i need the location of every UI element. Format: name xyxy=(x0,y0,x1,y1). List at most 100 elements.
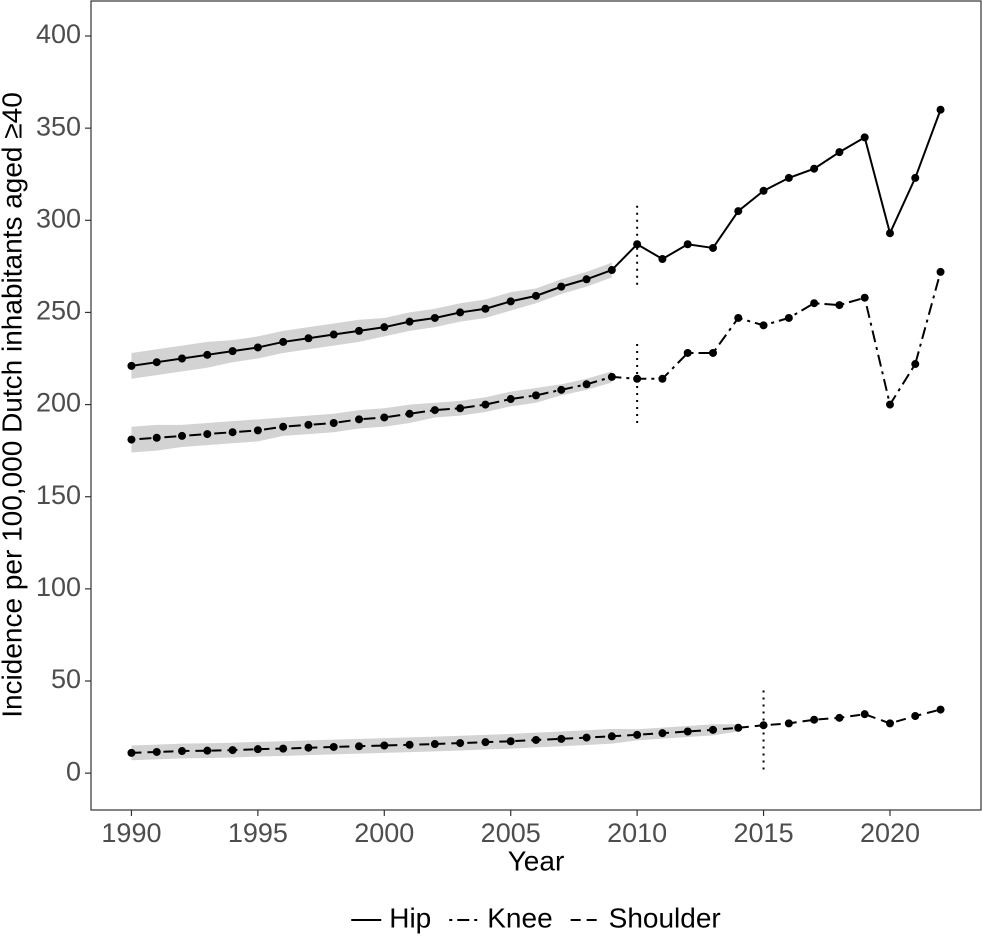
legend-item: Hip xyxy=(351,902,431,933)
data-point xyxy=(734,723,743,732)
data-point xyxy=(380,741,389,750)
data-point xyxy=(304,334,313,343)
data-point xyxy=(355,326,364,335)
data-point xyxy=(658,254,667,263)
data-point xyxy=(253,426,262,435)
data-point xyxy=(304,420,313,429)
data-point xyxy=(734,207,743,216)
y-tick-label: 300 xyxy=(36,203,81,233)
x-axis-title: Year xyxy=(508,845,565,876)
data-point xyxy=(810,715,819,724)
y-tick-label: 250 xyxy=(36,296,81,326)
data-point xyxy=(683,240,692,249)
y-tick-label: 50 xyxy=(51,664,81,694)
y-axis-title: Incidence per 100,000 Dutch inhabitants … xyxy=(0,92,27,718)
y-tick-label: 0 xyxy=(66,756,81,786)
data-point xyxy=(127,748,136,757)
x-tick-label: 2020 xyxy=(860,818,920,848)
legend-item: Knee xyxy=(449,902,553,933)
x-tick-label: 2010 xyxy=(607,818,667,848)
data-point xyxy=(936,705,945,714)
data-point xyxy=(860,293,869,302)
data-point xyxy=(456,739,465,748)
data-point xyxy=(936,267,945,276)
data-point xyxy=(152,747,161,756)
data-point xyxy=(456,404,465,413)
data-point xyxy=(152,433,161,442)
data-point xyxy=(405,317,414,326)
data-point xyxy=(911,712,920,721)
data-point xyxy=(708,243,717,252)
data-point xyxy=(658,729,667,738)
data-point xyxy=(481,304,490,313)
data-point xyxy=(532,735,540,744)
data-point xyxy=(607,732,616,741)
x-tick-label: 1990 xyxy=(101,818,161,848)
data-point xyxy=(456,308,465,317)
data-point xyxy=(633,730,642,739)
data-point xyxy=(784,173,793,182)
data-point xyxy=(708,348,717,357)
data-point xyxy=(506,395,515,404)
data-point xyxy=(279,337,288,346)
data-point xyxy=(835,148,844,157)
data-point xyxy=(329,419,338,428)
data-point xyxy=(759,721,768,730)
data-point xyxy=(355,415,364,424)
data-point xyxy=(506,297,515,306)
x-tick-label: 1995 xyxy=(228,818,288,848)
data-point xyxy=(178,431,187,440)
data-point xyxy=(885,719,894,728)
legend-label: Hip xyxy=(389,902,431,933)
data-point xyxy=(481,738,490,747)
series-line xyxy=(131,271,942,441)
data-point xyxy=(405,409,414,418)
data-point xyxy=(279,744,288,753)
data-point xyxy=(860,133,869,142)
data-point xyxy=(532,391,540,400)
confidence-band xyxy=(131,371,612,453)
data-point xyxy=(633,240,642,249)
data-point xyxy=(557,385,566,394)
data-point xyxy=(203,746,212,755)
y-tick-label: 400 xyxy=(36,19,81,49)
data-point xyxy=(759,186,768,195)
y-tick-label: 100 xyxy=(36,572,81,602)
data-point xyxy=(506,737,515,746)
data-point xyxy=(203,350,212,359)
data-point xyxy=(405,740,414,749)
y-tick-label: 150 xyxy=(36,480,81,510)
data-point xyxy=(380,323,389,332)
y-tick-label: 200 xyxy=(36,388,81,418)
data-point xyxy=(759,321,768,330)
data-point xyxy=(430,406,439,415)
data-point xyxy=(253,745,262,754)
data-point xyxy=(885,400,894,409)
data-point xyxy=(582,275,591,284)
data-point xyxy=(481,400,490,409)
data-point xyxy=(178,354,187,363)
data-point xyxy=(304,743,313,752)
data-point xyxy=(380,413,389,422)
data-point xyxy=(810,299,819,308)
data-point xyxy=(835,301,844,310)
data-point xyxy=(936,105,945,114)
data-point xyxy=(633,374,642,383)
data-point xyxy=(279,422,288,431)
data-point xyxy=(430,740,439,749)
data-point xyxy=(127,435,136,444)
data-point xyxy=(127,361,136,370)
data-point xyxy=(911,173,920,182)
y-tick-label: 350 xyxy=(36,111,81,141)
data-point xyxy=(329,330,338,339)
data-point xyxy=(557,734,566,743)
legend-label: Knee xyxy=(487,902,552,933)
x-tick-label: 2005 xyxy=(481,818,541,848)
plot-frame xyxy=(90,0,982,811)
data-point xyxy=(658,374,667,383)
data-point xyxy=(582,733,591,742)
data-point xyxy=(734,313,743,322)
data-point xyxy=(253,343,262,352)
data-point xyxy=(203,430,212,439)
